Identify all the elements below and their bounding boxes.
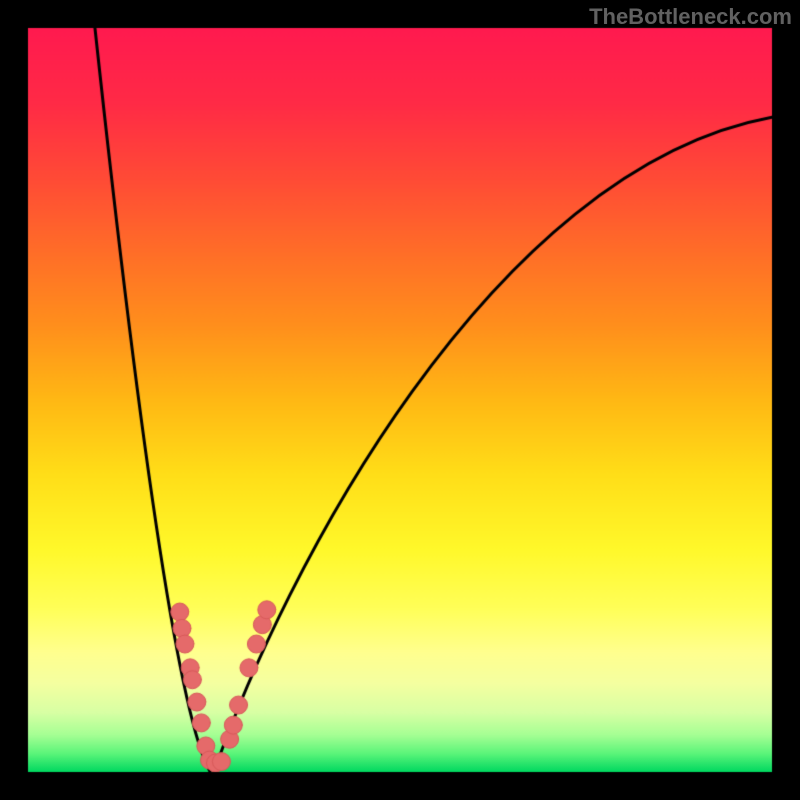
chart-container: TheBottleneck.com	[0, 0, 800, 800]
chart-canvas	[0, 0, 800, 800]
watermark-text: TheBottleneck.com	[589, 4, 792, 30]
